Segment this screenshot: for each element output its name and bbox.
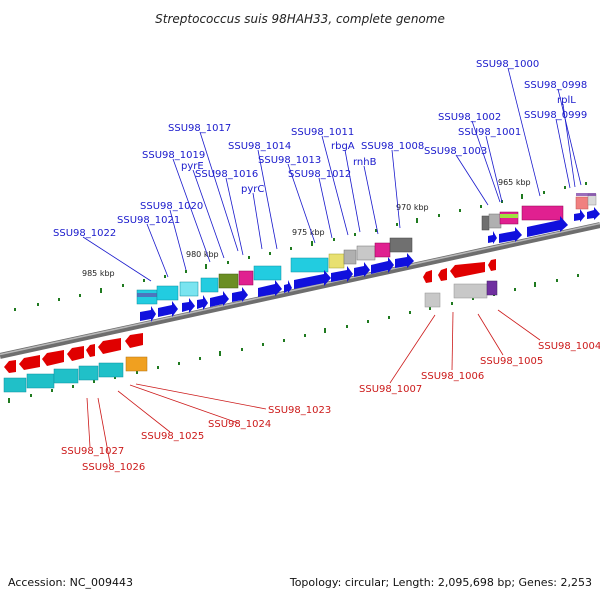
scale-label: 965 kbp xyxy=(498,178,531,187)
gene-cluster-upper-left xyxy=(136,265,292,322)
genome-backbone xyxy=(0,222,600,359)
gene-label: SSU98_1008 xyxy=(361,141,424,152)
gene-label: pyrC xyxy=(241,184,264,195)
gene-cluster-upper-right xyxy=(481,193,600,244)
gene-label: SSU98_1022 xyxy=(53,228,116,239)
gene-label: SSU98_1005 xyxy=(480,356,543,367)
cog-track-upper-right xyxy=(481,193,597,231)
gene-label: SSU98_0999 xyxy=(524,110,587,121)
gene-label: SSU98_1027 xyxy=(61,446,124,457)
gene-label: SSU98_1021 xyxy=(117,215,180,226)
gene-label: SSU98_1006 xyxy=(421,371,484,382)
gene-label: SSU98_1013 xyxy=(258,155,321,166)
upper-gene-labels: SSU98_1000 SSU98_0998 rplL SSU98_0999 SS… xyxy=(53,59,587,239)
gene-label: SSU98_1023 xyxy=(268,405,331,416)
scale-label: 980 kbp xyxy=(186,250,219,259)
gene-label: SSU98_1012 xyxy=(288,169,351,180)
gene-label: SSU98_1011 xyxy=(291,127,354,138)
lower-gene-labels: SSU98_1004 SSU98_1005 SSU98_1006 SSU98_1… xyxy=(61,341,600,473)
scale-labels: 965 kbp 970 kbp 975 kbp 980 kbp 985 kbp xyxy=(82,178,531,278)
reverse-gene-track-lower-left xyxy=(4,333,143,373)
gene-label: pyrE xyxy=(181,161,204,172)
gene-label: SSU98_1016 xyxy=(195,169,258,180)
gene-cluster-lower-left xyxy=(3,333,148,393)
forward-gene-track-upper-right xyxy=(488,207,600,244)
lower-leader-lines xyxy=(86,309,541,464)
gene-label: SSU98_1003 xyxy=(424,146,487,157)
gene-label: SSU98_0998 xyxy=(524,80,587,91)
forward-gene-track-upper-middle xyxy=(294,253,414,289)
gene-label: SSU98_1004 xyxy=(538,341,600,352)
gene-label: SSU98_1017 xyxy=(168,123,231,134)
map-title: Streptococcus suis 98HAH33, complete gen… xyxy=(155,12,445,26)
gene-label: SSU98_1020 xyxy=(140,201,203,212)
gene-label: rnhB xyxy=(353,157,377,168)
genome-summary-text: Topology: circular; Length: 2,095,698 bp… xyxy=(289,576,592,589)
scale-label: 975 kbp xyxy=(292,228,325,237)
cog-track-lower-right xyxy=(424,280,498,308)
gene-label: SSU98_1014 xyxy=(228,141,291,152)
gene-label: SSU98_1024 xyxy=(208,419,271,430)
cog-track-upper-middle xyxy=(290,237,413,273)
reverse-gene-track-lower-right xyxy=(423,259,496,283)
gene-label: SSU98_1026 xyxy=(82,462,145,473)
gene-label: rplL xyxy=(557,95,576,106)
gene-label: SSU98_1002 xyxy=(438,112,501,123)
gene-cluster-lower-right xyxy=(423,259,498,308)
accession-text: Accession: NC_009443 xyxy=(8,576,133,589)
gene-label: SSU98_1000 xyxy=(476,59,539,70)
cog-track-lower-left xyxy=(3,356,148,393)
upper-tick-row xyxy=(14,182,587,311)
scale-label: 970 kbp xyxy=(396,203,429,212)
gene-label: SSU98_1007 xyxy=(359,384,422,395)
upper-leader-lines xyxy=(82,67,582,282)
gene-label: rbgA xyxy=(331,141,355,152)
gene-label: SSU98_1019 xyxy=(142,150,205,161)
forward-gene-track-upper-left xyxy=(140,280,292,322)
cog-track-upper-left xyxy=(136,265,282,305)
gene-label: SSU98_1001 xyxy=(458,127,521,138)
scale-label: 985 kbp xyxy=(82,269,115,278)
gene-cluster-upper-middle xyxy=(290,237,414,289)
gene-label: SSU98_1025 xyxy=(141,431,204,442)
